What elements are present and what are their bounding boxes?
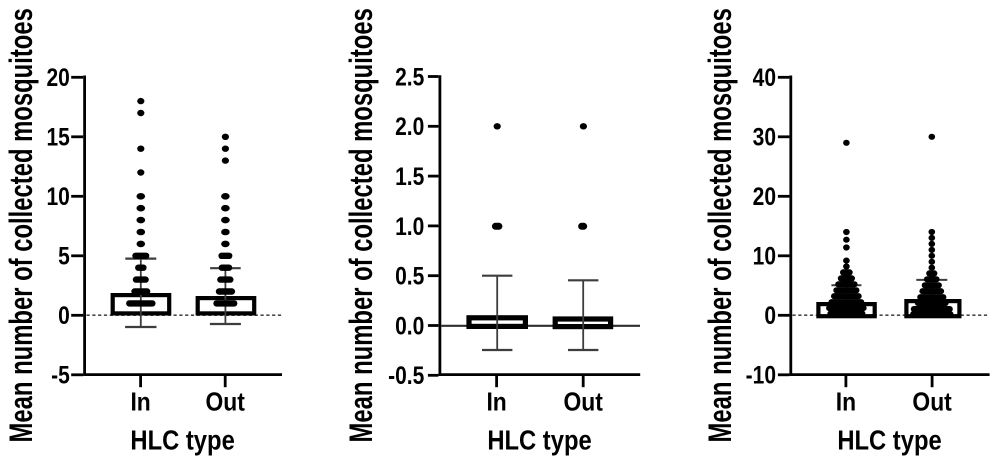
svg-text:0: 0 <box>764 301 776 329</box>
svg-text:In: In <box>130 388 150 417</box>
svg-text:In: In <box>486 388 506 417</box>
svg-text:10: 10 <box>753 242 776 270</box>
svg-text:-10: -10 <box>746 361 776 389</box>
svg-text:0.0: 0.0 <box>395 312 424 340</box>
svg-text:Out: Out <box>912 388 951 417</box>
svg-text:Mean number of collected mosqu: Mean number of collected mosquitoes <box>2 8 38 442</box>
svg-text:In: In <box>836 388 856 417</box>
svg-text:40: 40 <box>753 63 776 91</box>
svg-text:2.5: 2.5 <box>395 63 424 91</box>
svg-text:HLC type: HLC type <box>487 426 591 456</box>
svg-text:1.0: 1.0 <box>395 212 424 240</box>
svg-text:30: 30 <box>753 123 776 151</box>
svg-text:15: 15 <box>46 123 69 151</box>
svg-text:2.0: 2.0 <box>395 112 424 140</box>
svg-text:0.5: 0.5 <box>395 262 424 290</box>
svg-text:20: 20 <box>753 182 776 210</box>
svg-text:Mean number of collected mosqu: Mean number of collected mosquitoes <box>702 8 738 442</box>
svg-text:10: 10 <box>46 182 69 210</box>
svg-text:Out: Out <box>206 388 245 417</box>
svg-text:5: 5 <box>58 242 70 270</box>
svg-text:0: 0 <box>58 301 70 329</box>
svg-text:Mean number of collected mosqu: Mean number of collected mosquitoes <box>343 8 379 442</box>
svg-text:HLC type: HLC type <box>130 426 234 456</box>
svg-text:Out: Out <box>564 388 603 417</box>
svg-text:HLC type: HLC type <box>837 426 941 456</box>
svg-text:-5: -5 <box>51 361 70 389</box>
svg-text:1.5: 1.5 <box>395 162 424 190</box>
svg-text:-0.5: -0.5 <box>388 361 424 389</box>
svg-text:20: 20 <box>46 63 69 91</box>
